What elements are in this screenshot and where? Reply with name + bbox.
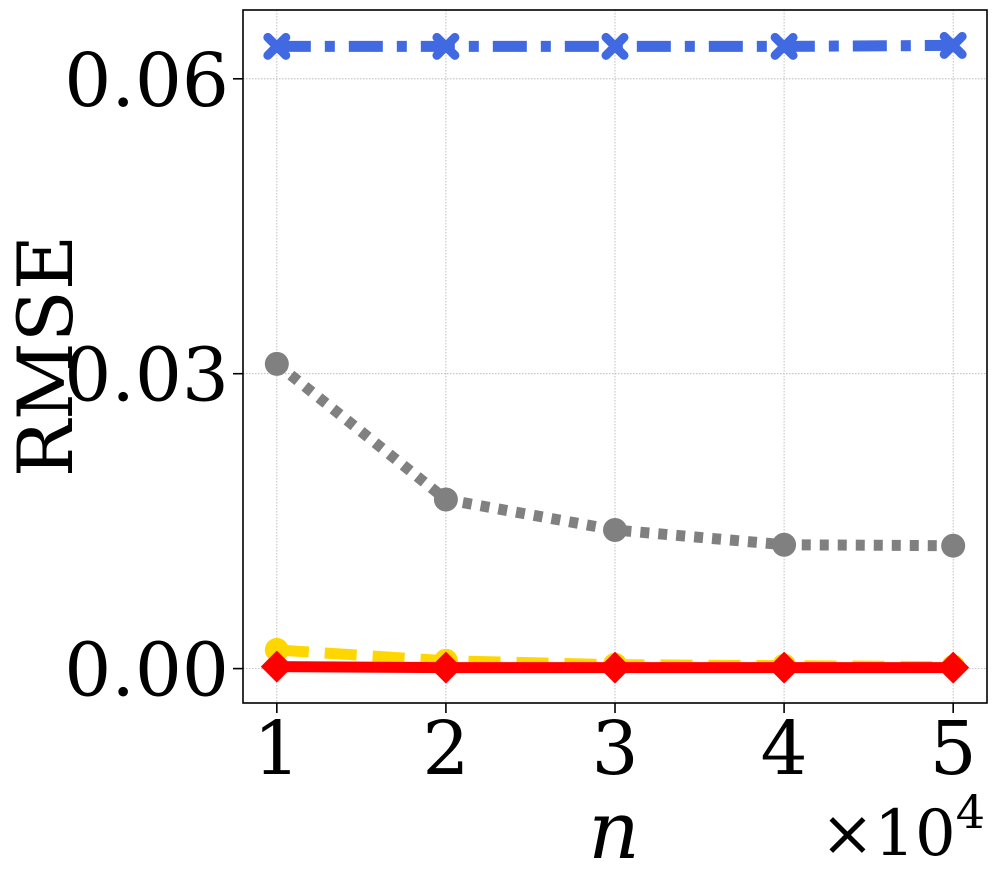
x-tick-label: 2 <box>422 706 469 792</box>
axis-ticks <box>233 78 954 713</box>
x-axis-multiplier-base: ×10 <box>821 797 956 871</box>
series-4-point <box>260 650 293 683</box>
series-4-point <box>429 651 462 684</box>
series-1 <box>263 31 967 60</box>
series-2-point <box>433 487 458 512</box>
series-4 <box>260 650 970 684</box>
series-1-point <box>770 32 798 60</box>
x-axis-multiplier-exponent: 4 <box>956 785 985 839</box>
series-2-point <box>264 351 289 376</box>
series-layer <box>260 31 970 684</box>
series-4-point <box>768 651 801 684</box>
series-1-point <box>939 31 967 59</box>
series-3-point <box>264 637 289 662</box>
series-2-point <box>772 532 797 557</box>
series-4-point <box>599 651 631 684</box>
x-tick-label: 3 <box>591 706 638 792</box>
x-tick-label: 4 <box>761 706 808 792</box>
x-axis-label: n <box>588 784 640 877</box>
series-1-point <box>263 32 291 60</box>
series-1-point <box>432 32 460 60</box>
y-tick-label: 0.00 <box>64 628 229 714</box>
series-2-point <box>603 517 627 542</box>
series-2 <box>264 351 966 558</box>
x-tick-label: 5 <box>930 706 977 792</box>
x-axis-multiplier: ×104 <box>821 785 985 871</box>
y-tick-label: 0.06 <box>64 38 229 124</box>
series-4-point <box>937 651 970 684</box>
x-tick-label: 1 <box>253 706 300 792</box>
y-tick-label: 0.03 <box>64 333 229 419</box>
series-1-point <box>601 32 629 60</box>
grid-lines <box>243 10 987 703</box>
series-2-line <box>273 359 954 552</box>
axis-labels: 1 2 3 4 5 0.00 0.03 0.06 <box>64 38 976 792</box>
y-axis-label: RMSE <box>1 235 90 478</box>
series-2-point <box>941 533 966 558</box>
